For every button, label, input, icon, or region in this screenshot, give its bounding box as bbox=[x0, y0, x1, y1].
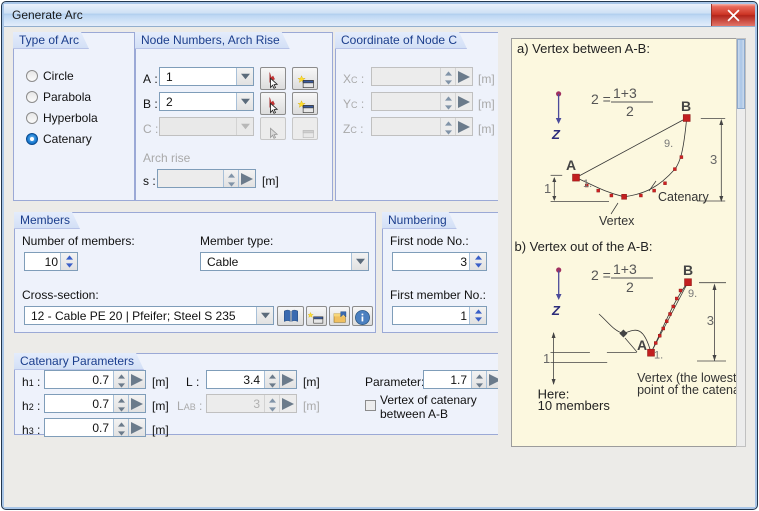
svg-text:B: B bbox=[681, 98, 691, 114]
svg-text:point of the catenary): point of the catenary) bbox=[637, 383, 738, 397]
svg-text:A: A bbox=[566, 157, 576, 173]
svg-text:1+3: 1+3 bbox=[613, 85, 637, 101]
svg-text:2 =: 2 = bbox=[591, 267, 611, 283]
svg-text:Z: Z bbox=[551, 303, 561, 318]
svg-text:1.: 1. bbox=[654, 350, 663, 362]
svg-text:9.: 9. bbox=[664, 138, 673, 150]
svg-text:3: 3 bbox=[707, 313, 714, 328]
svg-text:a) Vertex between A-B:: a) Vertex between A-B: bbox=[517, 41, 650, 56]
svg-text:1: 1 bbox=[543, 351, 550, 366]
svg-text:9.: 9. bbox=[688, 288, 697, 300]
svg-text:Catenary: Catenary bbox=[658, 190, 709, 204]
svg-text:3: 3 bbox=[710, 152, 717, 167]
svg-text:Z: Z bbox=[551, 127, 561, 142]
svg-text:10 members: 10 members bbox=[538, 398, 611, 413]
svg-text:1: 1 bbox=[544, 181, 551, 196]
svg-text:Vertex: Vertex bbox=[599, 214, 635, 228]
svg-text:2 =: 2 = bbox=[591, 91, 611, 107]
svg-text:B: B bbox=[683, 262, 693, 278]
svg-text:2: 2 bbox=[626, 279, 634, 295]
svg-text:2: 2 bbox=[626, 103, 634, 119]
svg-text:1.: 1. bbox=[583, 178, 592, 190]
svg-text:A: A bbox=[637, 337, 647, 353]
svg-text:1+3: 1+3 bbox=[613, 261, 637, 277]
svg-text:b) Vertex out of the A-B:: b) Vertex out of the A-B: bbox=[515, 239, 653, 254]
